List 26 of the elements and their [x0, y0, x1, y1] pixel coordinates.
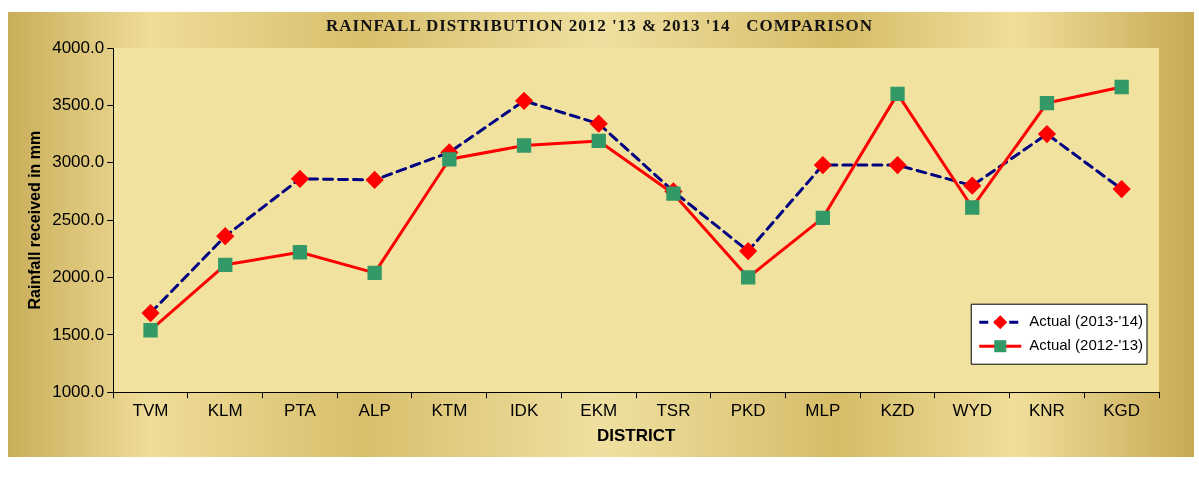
legend-label: Actual (2013-'14) — [1029, 312, 1144, 330]
x-tick-label: KTM — [431, 401, 468, 421]
y-tick-label: 2000.0 — [52, 267, 105, 287]
y-tick-label: 2500.0 — [52, 209, 105, 229]
y-tick-label: 1500.0 — [52, 324, 105, 344]
x-tick-label: PTA — [284, 401, 317, 421]
x-tick-label: MLP — [805, 401, 841, 421]
x-tick-label: PKD — [730, 401, 766, 421]
x-tick-label: KLM — [207, 401, 243, 421]
x-tick-label: WYD — [952, 401, 993, 421]
chart-title: RAINFALL DISTRIBUTION 2012 '13 & 2013 '14 COMPARISON — [325, 16, 874, 36]
x-axis-title: DISTRICT — [596, 426, 676, 446]
x-tick-label: KZD — [880, 401, 915, 421]
x-tick-label: TVM — [132, 401, 169, 421]
y-tick-label: 3500.0 — [52, 95, 105, 115]
x-tick-label: EKM — [580, 401, 618, 421]
x-tick-label: KNR — [1029, 401, 1065, 421]
y-axis-title: Rainfall received in mm — [26, 130, 44, 310]
legend-label: Actual (2012-'13) — [1029, 336, 1144, 354]
x-tick-label: IDK — [509, 401, 539, 421]
x-tick-label: ALP — [358, 401, 391, 421]
y-tick-label: 1000.0 — [52, 381, 105, 401]
x-tick-label: KGD — [1103, 401, 1141, 421]
x-tick-label: TSR — [656, 401, 691, 421]
y-tick-label: 3000.0 — [52, 152, 105, 172]
y-tick-label: 4000.0 — [52, 37, 105, 57]
